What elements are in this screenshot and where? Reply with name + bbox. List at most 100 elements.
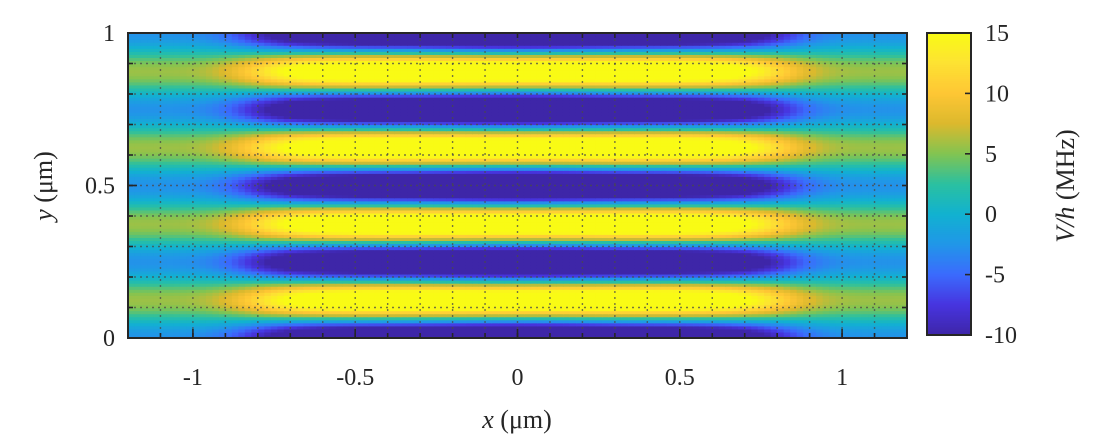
heat-cell — [627, 331, 635, 336]
heat-cell — [718, 240, 726, 245]
heat-cell — [257, 313, 265, 318]
heat-cell — [874, 228, 882, 232]
heat-cell — [244, 219, 252, 223]
heat-cell — [751, 249, 759, 254]
heat-cell — [868, 277, 876, 281]
heat-cell — [738, 301, 746, 306]
heat-cell — [627, 231, 635, 235]
heat-cell — [634, 222, 642, 226]
heat-cell — [491, 240, 499, 245]
heat-cell — [556, 313, 564, 318]
heat-cell — [238, 283, 246, 287]
heat-cell — [757, 328, 765, 333]
heat-cell — [472, 295, 480, 299]
heat-cell — [368, 237, 376, 241]
heat-cell — [588, 246, 596, 251]
heat-cell — [290, 331, 298, 336]
heat-cell — [303, 313, 311, 318]
heat-cell — [712, 325, 720, 330]
heat-cell — [394, 280, 402, 284]
heat-cell — [355, 255, 363, 260]
heat-cell — [686, 255, 694, 260]
heat-cell — [848, 334, 856, 338]
heat-cell — [848, 319, 856, 324]
heat-cell — [128, 277, 136, 281]
heat-cell — [582, 240, 590, 245]
heat-cell — [569, 222, 577, 226]
heat-cell — [562, 328, 571, 333]
heat-cell — [530, 322, 538, 327]
heat-cell — [608, 277, 616, 281]
heat-cell — [887, 313, 895, 318]
heat-cell — [140, 231, 149, 235]
heat-cell — [712, 249, 720, 254]
heat-cell — [277, 322, 285, 327]
heat-cell — [562, 216, 571, 220]
heat-cell — [634, 273, 642, 278]
heat-cell — [569, 209, 577, 214]
heat-cell — [835, 216, 843, 220]
heat-cell — [595, 237, 603, 241]
heat-cell — [205, 228, 213, 232]
heat-cell — [660, 334, 668, 338]
heat-cell — [790, 307, 798, 312]
heat-cell — [894, 222, 902, 226]
heat-cell — [218, 283, 226, 287]
heat-cell — [530, 267, 538, 272]
heat-cell — [257, 243, 265, 248]
heat-cell — [303, 231, 311, 235]
heat-cell — [348, 225, 356, 229]
heat-cell — [829, 298, 837, 302]
heat-cell — [653, 286, 661, 290]
heat-cell — [569, 319, 577, 324]
heat-cell — [433, 280, 441, 284]
heat-cell — [770, 252, 778, 257]
heat-cell — [225, 228, 233, 232]
heat-cell — [614, 313, 622, 318]
heat-cell — [400, 298, 408, 302]
heat-cell — [329, 237, 337, 241]
heat-cell — [582, 313, 590, 318]
heat-cell — [803, 325, 811, 330]
heat-cell — [283, 334, 291, 338]
heat-cell — [595, 264, 603, 269]
heat-cell — [290, 240, 298, 245]
heat-cell — [848, 252, 856, 257]
heat-cell — [355, 237, 363, 241]
heat-cell — [335, 216, 343, 220]
heat-cell — [394, 319, 402, 324]
heat-cell — [160, 304, 168, 309]
heat-cell — [446, 219, 454, 223]
heat-cell — [588, 307, 596, 312]
heat-cell — [731, 264, 739, 269]
heat-cell — [140, 255, 149, 260]
heat-cell — [660, 304, 668, 309]
heat-cell — [894, 270, 902, 275]
heat-cell — [329, 261, 337, 266]
heat-cell — [770, 273, 778, 278]
heat-cell — [627, 234, 635, 238]
heat-cell — [731, 234, 739, 238]
heat-cell — [368, 313, 376, 318]
heat-cell — [218, 292, 226, 296]
heat-cell — [485, 246, 493, 251]
heat-cell — [485, 322, 493, 327]
heat-cell — [874, 292, 882, 296]
heat-cell — [387, 331, 395, 336]
heat-cell — [452, 295, 460, 299]
heat-cell — [595, 319, 603, 324]
heat-cell — [881, 231, 889, 235]
heat-cell — [861, 307, 869, 312]
heat-cell — [244, 328, 252, 333]
heat-cell — [342, 261, 350, 266]
heat-cell — [725, 334, 733, 338]
heat-cell — [634, 219, 642, 223]
heat-cell — [777, 331, 785, 336]
heat-cell — [718, 316, 726, 321]
heat-cell — [666, 240, 674, 245]
heat-cell — [128, 252, 136, 257]
heat-cell — [264, 228, 272, 232]
heat-cell — [835, 225, 843, 229]
heat-cell — [881, 264, 889, 269]
heat-cell — [549, 301, 558, 306]
